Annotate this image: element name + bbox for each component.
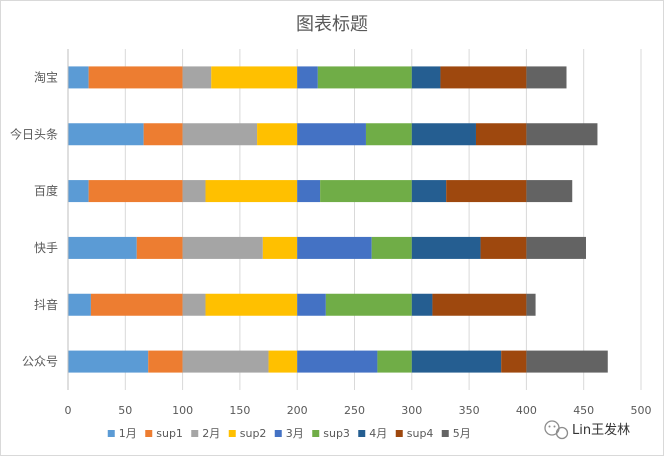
bar-1月-淘宝 <box>68 66 89 89</box>
x-tick-label: 0 <box>65 404 72 417</box>
bar-sup3-今日头条 <box>365 123 412 146</box>
x-tick-label: 300 <box>401 404 422 417</box>
bar-4月-百度 <box>411 180 447 203</box>
bar-5月-公众号 <box>526 350 608 373</box>
bar-sup2-快手 <box>262 236 298 259</box>
bar-sup1-百度 <box>88 180 183 203</box>
axes: 0 50 100 150 200 250 300 350 400 450 500 淘宝今日头条百度快手… <box>10 49 652 417</box>
bar-4月-淘宝 <box>411 66 441 89</box>
bar-2月-百度 <box>182 180 206 203</box>
gridlines <box>124 49 642 390</box>
bar-5月-百度 <box>526 180 573 203</box>
bar-sup2-公众号 <box>268 350 298 373</box>
bar-1月-百度 <box>68 180 89 203</box>
bar-sup4-淘宝 <box>440 66 527 89</box>
x-tick-label: 150 <box>229 404 250 417</box>
watermark-text: Lin王发林 <box>572 422 630 438</box>
bar-5月-今日头条 <box>526 123 598 146</box>
legend-label-1月: 1月 <box>119 427 137 440</box>
legend-swatch-5月 <box>441 430 449 437</box>
x-tick-label: 250 <box>344 404 365 417</box>
bar-4月-公众号 <box>411 350 502 373</box>
bar-4月-抖音 <box>411 293 433 316</box>
chart-title: 图表标题 <box>296 14 368 35</box>
bar-sup1-公众号 <box>148 350 183 373</box>
bar-2月-公众号 <box>182 350 269 373</box>
bar-3月-百度 <box>297 180 321 203</box>
bar-4月-今日头条 <box>411 123 476 146</box>
x-tick-label: 200 <box>287 404 308 417</box>
bar-sup3-快手 <box>371 236 412 259</box>
bar-2月-淘宝 <box>182 66 212 89</box>
bar-3月-抖音 <box>297 293 326 316</box>
bar-sup1-今日头条 <box>143 123 183 146</box>
legend-swatch-sup4 <box>395 430 403 437</box>
bar-1月-今日头条 <box>68 123 144 146</box>
legend-label-5月: 5月 <box>453 427 471 440</box>
bar-sup2-淘宝 <box>211 66 298 89</box>
bar-1月-抖音 <box>68 293 91 316</box>
x-tick-label: 50 <box>118 404 132 417</box>
bar-3月-公众号 <box>297 350 378 373</box>
y-category-label: 百度 <box>34 183 58 198</box>
y-category-label: 快手 <box>34 241 58 255</box>
x-tick-label: 500 <box>631 404 652 417</box>
legend-swatch-sup2 <box>228 430 236 437</box>
bar-sup3-淘宝 <box>317 66 412 89</box>
bar-5月-快手 <box>526 236 586 259</box>
legend-label-3月: 3月 <box>286 427 304 440</box>
bar-4月-快手 <box>411 236 481 259</box>
legend-label-4月: 4月 <box>369 427 387 440</box>
bar-1月-公众号 <box>68 350 149 373</box>
bar-sup4-快手 <box>480 236 527 259</box>
legend-label-sup2: sup2 <box>240 427 267 440</box>
y-category-label: 抖音 <box>34 297 58 312</box>
bar-2月-今日头条 <box>182 123 258 146</box>
legend-swatch-3月 <box>274 430 282 437</box>
x-tick-label: 400 <box>516 404 537 417</box>
y-category-label: 公众号 <box>22 355 58 369</box>
bar-sup2-抖音 <box>205 293 298 316</box>
x-tick-label: 450 <box>573 404 594 417</box>
bar-sup3-百度 <box>320 180 412 203</box>
legend-label-sup4: sup4 <box>407 427 434 440</box>
legend-swatch-sup1 <box>145 430 153 437</box>
legend-swatch-4月 <box>358 430 366 437</box>
bar-sup4-百度 <box>446 180 527 203</box>
y-category-label: 淘宝 <box>34 70 58 84</box>
bar-sup2-百度 <box>205 180 298 203</box>
bar-2月-快手 <box>182 236 263 259</box>
bar-3月-淘宝 <box>297 66 318 89</box>
bar-5月-淘宝 <box>526 66 567 89</box>
bar-sup4-公众号 <box>501 350 527 373</box>
legend-swatch-1月 <box>107 430 115 437</box>
legend-label-sup3: sup3 <box>323 427 350 440</box>
bar-sup1-抖音 <box>90 293 183 316</box>
legend-label-2月: 2月 <box>202 427 220 440</box>
legend-swatch-sup3 <box>312 430 320 437</box>
bar-sup3-抖音 <box>325 293 412 316</box>
bars <box>68 66 608 373</box>
bar-sup2-今日头条 <box>257 123 298 146</box>
x-tick-label: 350 <box>459 404 480 417</box>
wechat-icon <box>544 420 569 440</box>
bar-3月-快手 <box>297 236 372 259</box>
bar-3月-今日头条 <box>297 123 366 146</box>
bar-1月-快手 <box>68 236 137 259</box>
bar-sup1-快手 <box>136 236 183 259</box>
bar-sup3-公众号 <box>377 350 412 373</box>
bar-2月-抖音 <box>182 293 206 316</box>
x-tick-label: 100 <box>172 404 193 417</box>
bar-5月-抖音 <box>526 293 536 316</box>
bar-sup4-抖音 <box>432 293 527 316</box>
legend: 1月 sup1 2月 sup2 3月 sup3 4月 sup4 5月 <box>107 427 471 440</box>
bar-sup4-今日头条 <box>475 123 527 146</box>
bar-sup1-淘宝 <box>88 66 183 89</box>
legend-label-sup1: sup1 <box>156 427 183 440</box>
y-category-label: 今日头条 <box>10 126 58 141</box>
watermark: Lin王发林 <box>544 420 630 440</box>
legend-swatch-2月 <box>191 430 199 437</box>
